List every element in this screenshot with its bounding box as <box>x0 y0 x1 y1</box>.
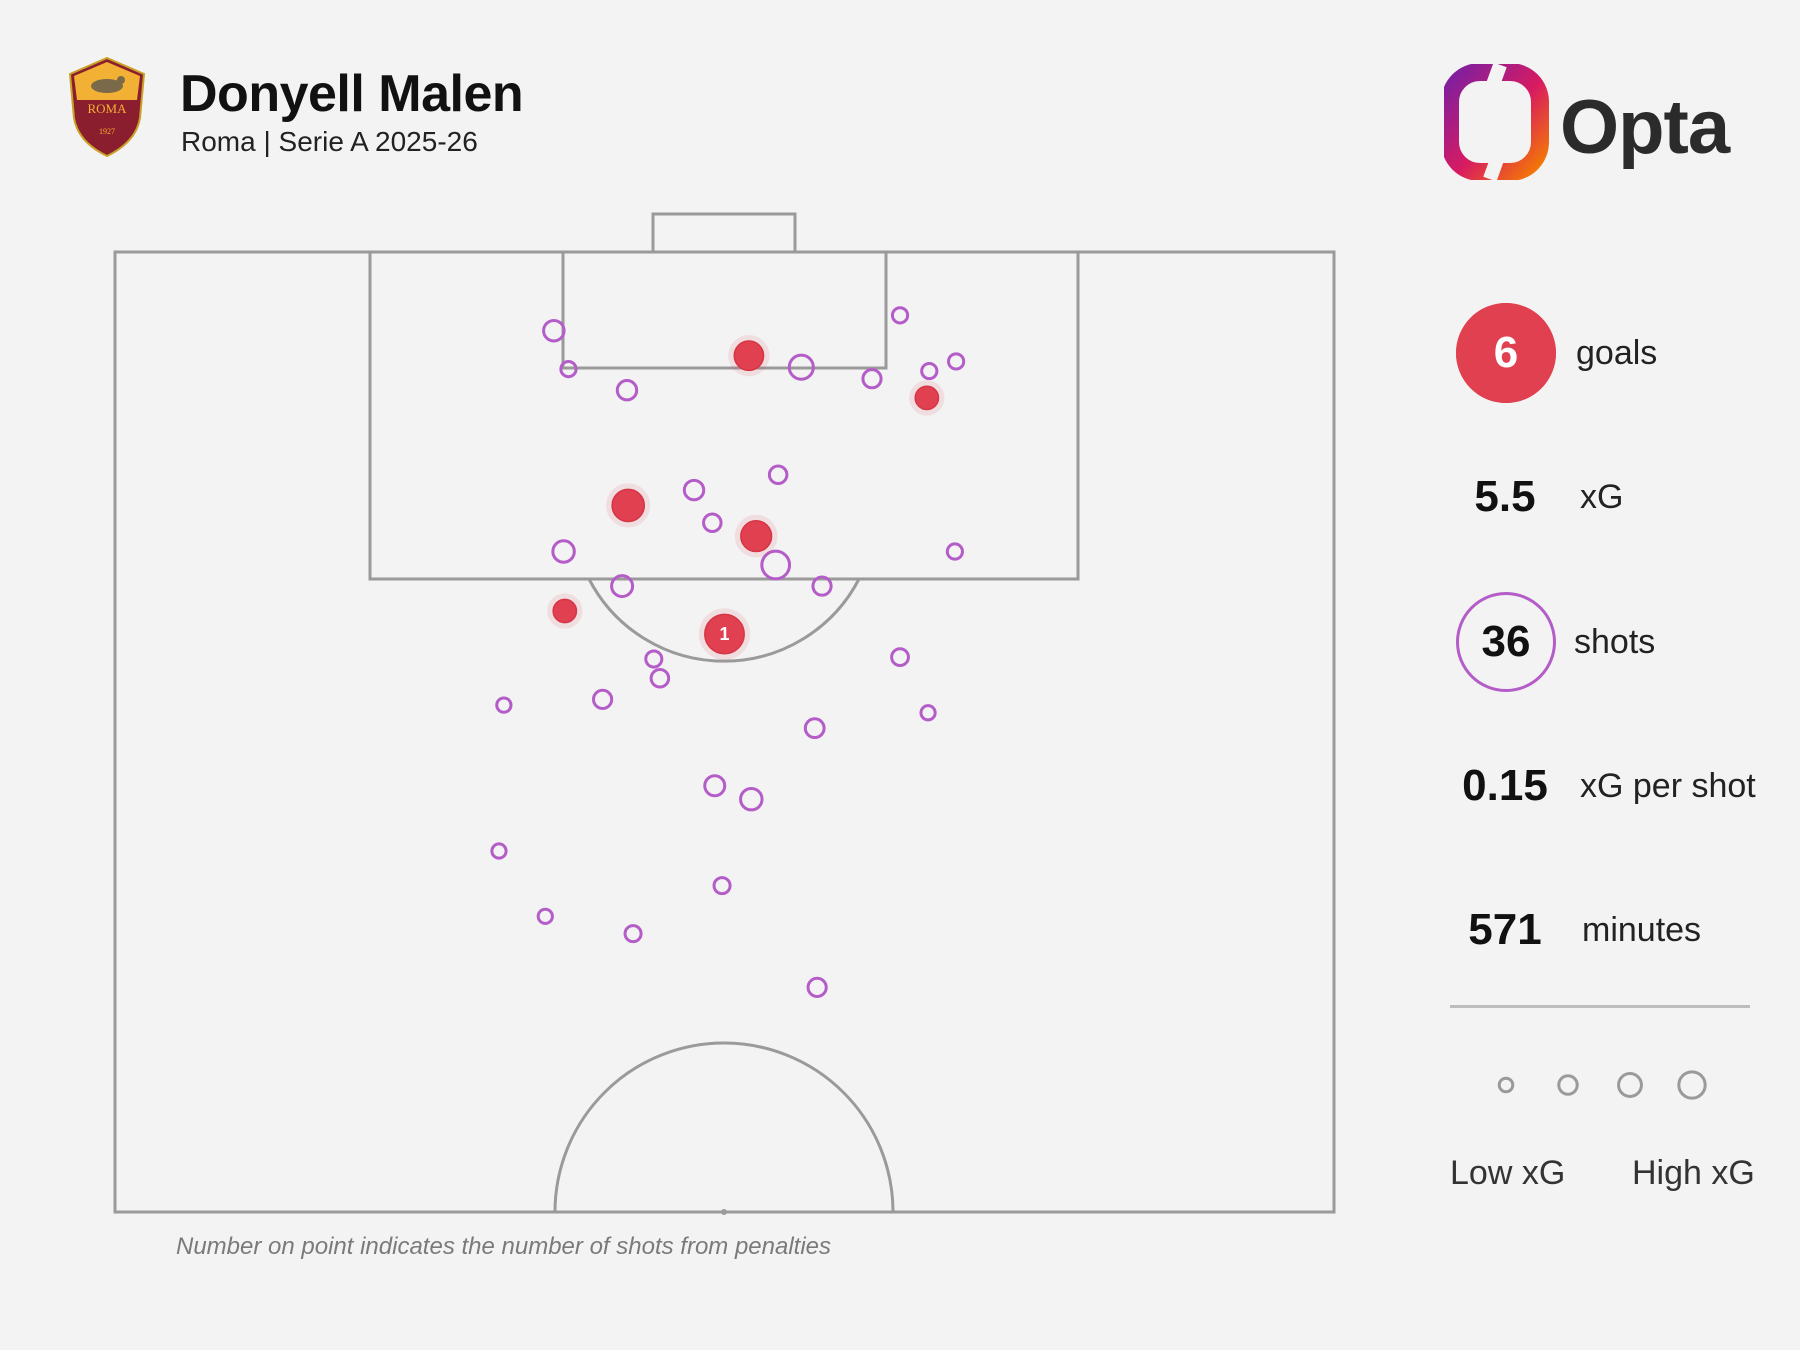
shot-point <box>623 924 643 944</box>
xg-stat: 5.5 xG <box>1440 447 1780 547</box>
shot-point <box>490 842 508 860</box>
shot-point <box>495 696 513 714</box>
crest-year: 1927 <box>99 127 115 136</box>
penalty-count-label: 1 <box>719 624 729 644</box>
shot-point <box>861 368 883 390</box>
goals-label: goals <box>1576 333 1658 372</box>
goal-point-glow <box>734 514 778 558</box>
shot-point <box>551 539 576 564</box>
footnote: Number on point indicates the number of … <box>176 1233 832 1260</box>
legend-size-circle <box>1557 1074 1579 1096</box>
goal-frame <box>651 212 797 254</box>
goals-badge: 6 <box>1456 303 1556 403</box>
shot-point <box>536 907 554 925</box>
shot-point <box>890 306 910 325</box>
shot-point <box>702 512 723 533</box>
shot-point <box>920 361 939 381</box>
goal-point <box>552 598 578 624</box>
goal-point-glow <box>909 380 945 416</box>
shot-point <box>682 478 706 502</box>
shot-point <box>615 379 639 402</box>
opta-logo-mark <box>1444 64 1549 180</box>
stats-divider <box>1450 1005 1750 1008</box>
shot-point <box>947 352 966 371</box>
shot-point <box>803 717 826 740</box>
shot-point <box>760 549 792 581</box>
goal-point <box>740 520 773 553</box>
legend-low-xg: Low xG <box>1450 1154 1566 1192</box>
shot-point <box>712 876 732 896</box>
penalty-box <box>368 250 1080 581</box>
xg-per-shot-label: xG per shot <box>1580 766 1756 805</box>
legend-size-circle <box>1497 1076 1515 1094</box>
shot-point <box>610 574 635 599</box>
centre-circle <box>553 1041 895 1213</box>
goal-point <box>704 613 745 655</box>
xg-per-shot-value: 0.15 <box>1462 761 1548 810</box>
shot-point <box>739 786 764 812</box>
goal-point <box>733 340 765 372</box>
xg-label: xG <box>1580 477 1624 516</box>
minutes-label: minutes <box>1582 910 1702 949</box>
xg-value: 5.5 <box>1474 472 1536 521</box>
six-yard-box <box>561 250 888 370</box>
shot-point <box>542 318 566 343</box>
shot-point <box>767 464 789 485</box>
xg-size-legend <box>1497 1070 1707 1100</box>
shots-stat: 36 shots <box>1440 592 1780 692</box>
shots-label: shots <box>1574 622 1656 661</box>
goals-stat: 6 goals <box>1440 303 1780 403</box>
goal-point-glow <box>728 335 770 377</box>
shot-point <box>559 360 578 379</box>
shot-point <box>890 647 910 668</box>
opta-wordmark: Opta <box>1560 85 1730 170</box>
goal-point-glow <box>547 593 583 629</box>
shot-point <box>644 649 664 669</box>
shot-point <box>806 976 828 998</box>
legend-size-circle <box>1677 1070 1707 1100</box>
roma-crest-logo: ROMA 1927 <box>68 56 146 158</box>
minutes-stat: 571 minutes <box>1440 880 1780 980</box>
shots-badge: 36 <box>1456 592 1556 692</box>
goal-point <box>611 488 646 523</box>
team-season-subtitle: Roma | Serie A 2025-26 <box>181 126 478 157</box>
shot-point <box>703 774 727 798</box>
goal-point-glow <box>698 608 751 660</box>
shot-point <box>787 353 815 381</box>
crest-text: ROMA <box>87 101 127 116</box>
goal-point-glow <box>606 483 651 528</box>
legend-high-xg: High xG <box>1632 1154 1755 1192</box>
shot-point <box>945 542 964 561</box>
shot-point <box>919 704 937 722</box>
goal-point <box>914 385 940 411</box>
penalty-arc <box>587 578 861 663</box>
shot-point <box>592 688 614 710</box>
legend-size-circle <box>1617 1072 1643 1098</box>
shot-point <box>811 575 833 597</box>
pitch-outline <box>113 250 1336 1214</box>
xg-per-shot-stat: 0.15 xG per shot <box>1440 736 1780 836</box>
centre-spot <box>721 1209 727 1215</box>
minutes-value: 571 <box>1468 905 1542 954</box>
shot-point <box>649 667 671 689</box>
player-name: Donyell Malen <box>180 65 524 123</box>
